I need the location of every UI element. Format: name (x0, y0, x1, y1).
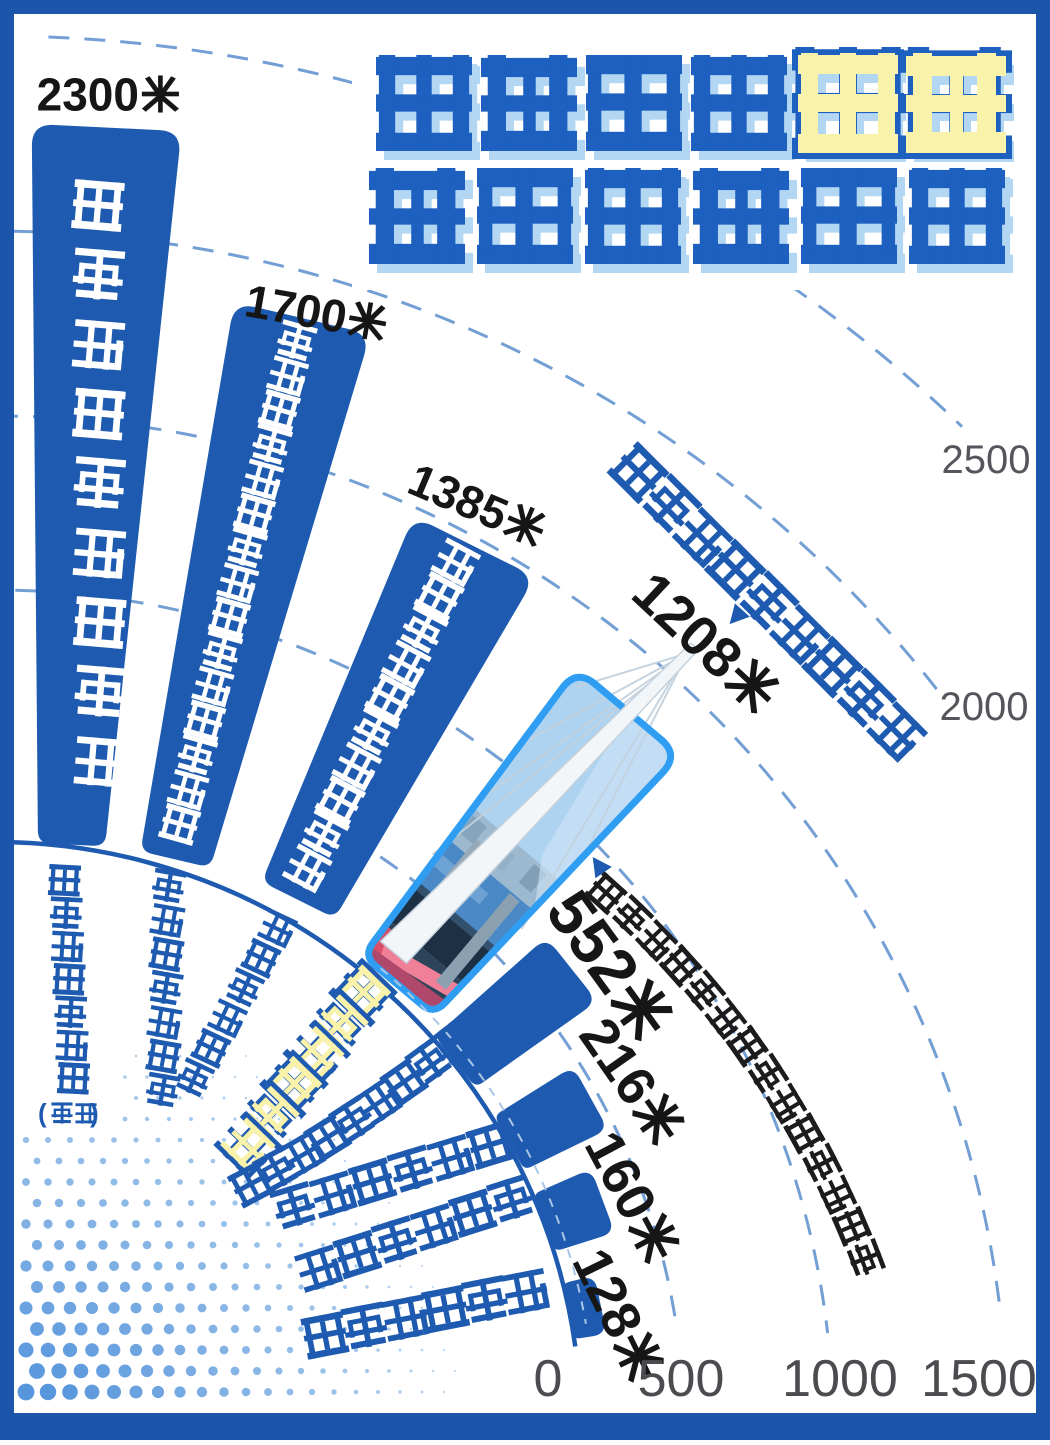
svg-text:2500: 2500 (942, 438, 1031, 482)
svg-text:): ) (90, 1098, 99, 1128)
svg-text:2300: 2300 (37, 69, 139, 121)
svg-text:(: ( (38, 1098, 47, 1128)
svg-text:1000: 1000 (782, 1350, 898, 1408)
svg-text:2000: 2000 (940, 685, 1029, 729)
svg-text:0: 0 (534, 1350, 563, 1408)
svg-text:1500: 1500 (921, 1350, 1037, 1408)
svg-text:500: 500 (638, 1350, 725, 1408)
